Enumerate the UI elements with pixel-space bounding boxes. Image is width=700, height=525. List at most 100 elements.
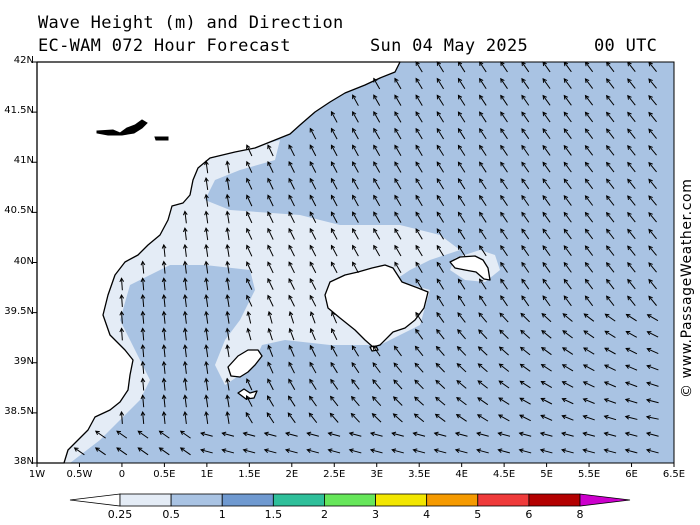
arrow-head [436, 178, 442, 183]
arrow-shaft [585, 262, 594, 273]
arrow-head [246, 294, 251, 300]
arrow-shaft [627, 212, 636, 223]
arrow-shaft [372, 362, 381, 373]
arrow-shaft [415, 195, 423, 207]
arrow-shaft [330, 345, 338, 357]
colorbar-label: 3 [372, 508, 380, 521]
arrow-shaft [458, 212, 466, 223]
arrow-shaft [479, 212, 487, 223]
arrow-head [563, 211, 569, 217]
direction-arrow [497, 414, 510, 422]
direction-arrow [393, 345, 402, 357]
arrow-shaft [436, 346, 445, 356]
arrow-shaft [394, 145, 402, 157]
arrow-head [477, 397, 483, 402]
direction-arrow [500, 128, 508, 140]
arrow-head [582, 364, 588, 369]
direction-arrow [267, 344, 274, 357]
direction-arrow [309, 378, 317, 390]
arrow-shaft [184, 211, 187, 224]
arrow-shaft [394, 178, 402, 190]
arrow-shaft [540, 449, 553, 454]
arrow-head [330, 127, 336, 133]
arrow-shaft [268, 311, 273, 324]
arrow-head [456, 396, 461, 402]
direction-arrow [584, 295, 594, 307]
arrow-shaft [435, 363, 445, 373]
arrow-shaft [307, 449, 319, 454]
arrow-shaft [288, 161, 295, 173]
arrow-shaft [264, 432, 277, 437]
arrow-head [392, 396, 398, 401]
arrow-shaft [627, 279, 636, 290]
arrow-head [119, 310, 125, 316]
arrow-shaft [477, 397, 489, 406]
arrow-head [605, 211, 611, 217]
arrow-head [348, 448, 354, 453]
direction-arrow [498, 397, 510, 405]
arrow-head [394, 261, 399, 267]
direction-arrow [542, 144, 551, 156]
arrow-head [627, 262, 632, 267]
arrow-head [648, 94, 653, 100]
arrow-head [563, 144, 569, 150]
arrow-head [479, 144, 484, 150]
arrow-head [521, 111, 526, 117]
arrow-shaft [542, 78, 551, 89]
arrow-head [584, 78, 590, 83]
direction-arrow [583, 313, 595, 322]
arrow-shaft [205, 194, 209, 207]
arrow-head [351, 361, 356, 367]
arrow-shaft [163, 311, 166, 324]
arrow-shaft [331, 245, 338, 257]
direction-arrow [646, 314, 659, 322]
arrow-head [648, 145, 653, 150]
direction-arrow [329, 412, 339, 423]
direction-arrow [479, 127, 487, 140]
direction-arrow [179, 430, 191, 439]
direction-arrow [478, 312, 488, 323]
arrow-head [158, 447, 164, 452]
arrow-head [479, 178, 484, 184]
direction-arrow [394, 244, 402, 257]
direction-arrow [540, 397, 553, 405]
lon-label: 1E [200, 469, 214, 480]
arrow-head [225, 277, 231, 283]
direction-arrow [267, 261, 274, 274]
arrow-shaft [479, 145, 487, 156]
direction-arrow [246, 144, 253, 157]
forecast-time: 00 UTC [594, 36, 658, 56]
direction-arrow [330, 261, 338, 274]
arrow-head [478, 329, 483, 335]
direction-arrow [542, 194, 551, 206]
arrow-shaft [331, 178, 338, 190]
arrow-head [542, 228, 547, 234]
colorbar-label: 0.25 [107, 508, 133, 521]
arrow-head [352, 261, 357, 267]
arrow-shaft [163, 261, 166, 274]
direction-arrow [562, 313, 573, 322]
direction-arrow [624, 431, 638, 437]
arrow-head [246, 378, 251, 384]
arrow-shaft [222, 449, 235, 454]
arrow-shaft [458, 111, 466, 123]
direction-arrow [605, 195, 615, 206]
ebro-delta-islands [96, 119, 169, 141]
arrow-head [225, 227, 231, 233]
arrow-shaft [479, 61, 487, 73]
direction-arrow [563, 278, 572, 290]
direction-arrow [245, 411, 253, 424]
arrow-head [457, 244, 463, 250]
arrow-head [521, 295, 526, 301]
lat-label: 38.5N [4, 405, 34, 417]
arrow-head [352, 94, 357, 100]
arrow-shaft [563, 228, 572, 240]
arrow-shaft [436, 228, 445, 240]
direction-arrow [246, 310, 252, 324]
arrow-head [158, 430, 164, 436]
arrow-shaft [606, 145, 615, 156]
arrow-head [415, 244, 420, 250]
arrow-head [457, 211, 463, 217]
arrow-shaft [627, 95, 636, 106]
arrow-head [352, 161, 357, 167]
